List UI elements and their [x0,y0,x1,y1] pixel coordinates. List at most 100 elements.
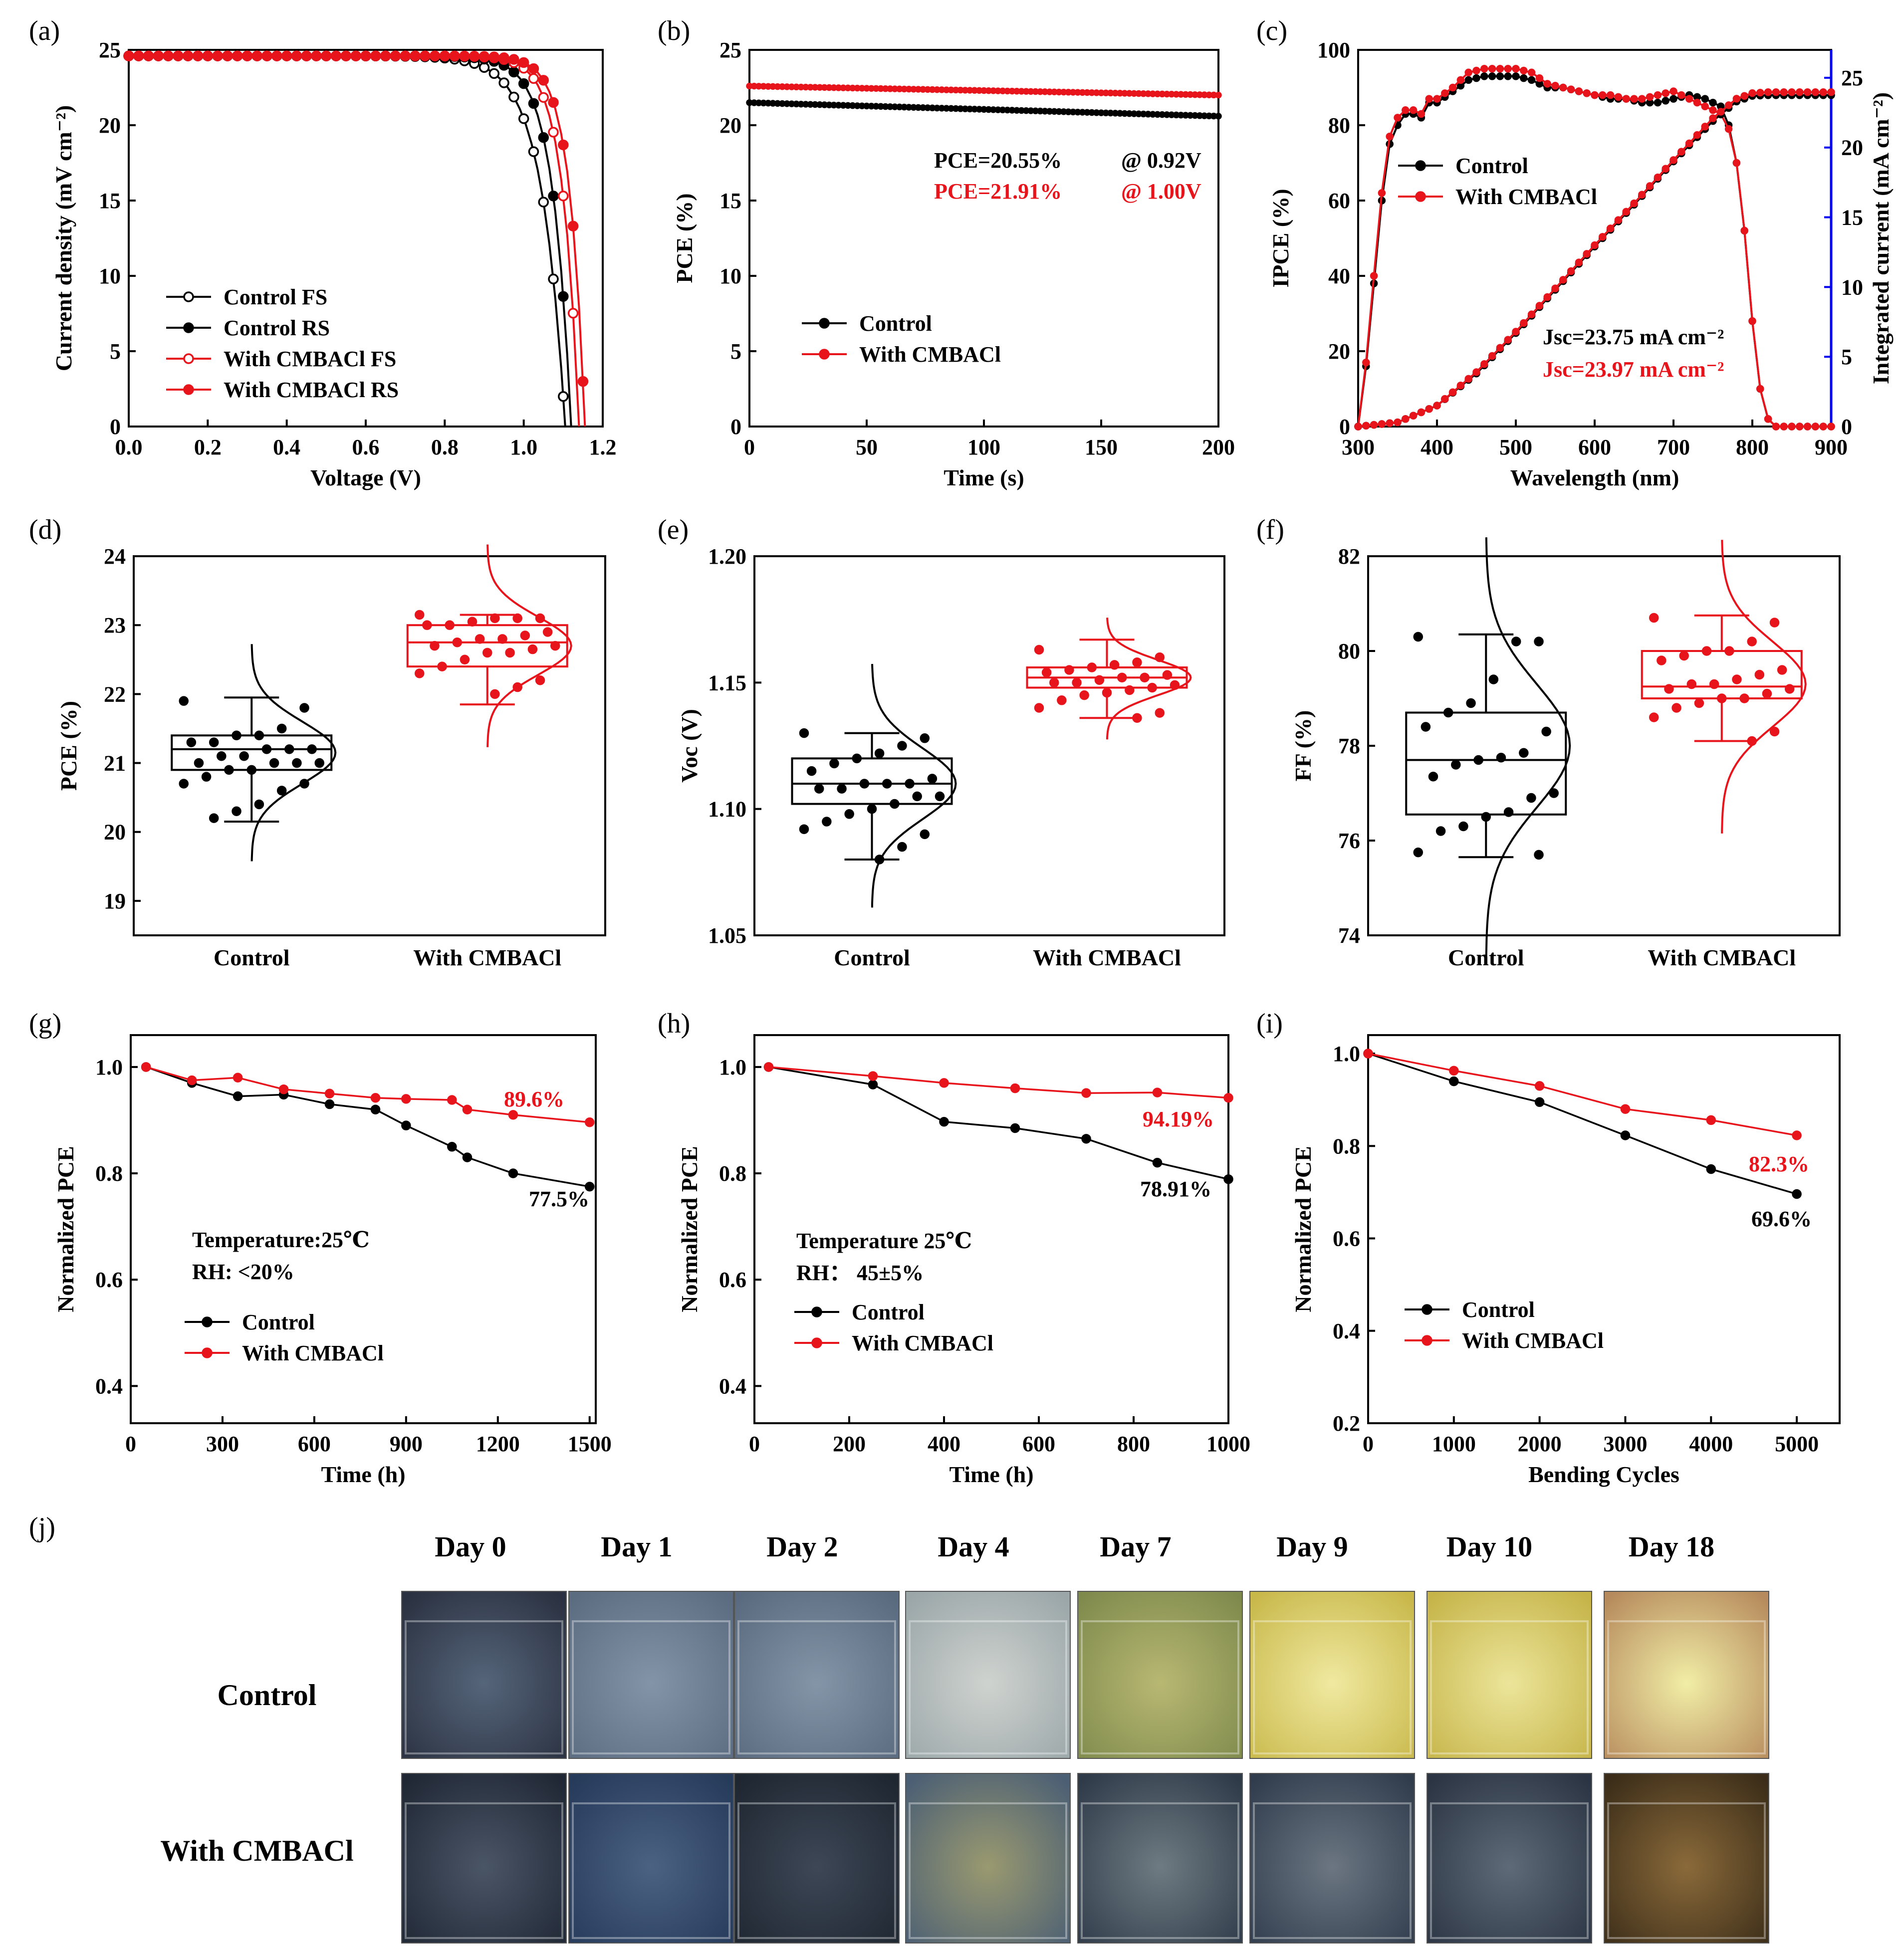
row-label-control: Control [218,1679,317,1712]
y-tick-label: 0.4 [1333,1319,1360,1343]
ipce-point [1701,102,1709,110]
ipce-point [1748,317,1756,325]
ipce-point [1496,72,1504,80]
device-photo-frame [572,1802,730,1939]
y-tick-label: 25 [719,38,741,62]
jv-point [420,50,431,61]
integrated-point [1709,114,1717,122]
box-point [935,791,945,802]
jv-point [449,50,460,61]
ipce-point [1693,98,1701,107]
annotation: @ 1.00V [1121,179,1201,204]
panel-label-c: (c) [1256,15,1287,46]
jv-point [350,50,361,61]
integrated-point [1638,191,1646,199]
ipce-point [1796,423,1804,431]
ipce-point [1756,385,1764,393]
stability-point [370,1093,381,1103]
panel-label-f: (f) [1256,514,1284,545]
y-tick-label: 0.2 [1333,1411,1360,1436]
stability-point [1706,1164,1716,1174]
x-tick-label: 5000 [1775,1432,1819,1456]
device-photo [1249,1773,1415,1944]
box-point [1072,677,1082,688]
jv-point [370,50,381,61]
integrated-point [1772,88,1780,96]
ipce-point [1488,72,1496,80]
box-point [276,723,287,734]
y2-tick-label: 25 [1841,66,1863,90]
ipce-point [1701,95,1709,103]
x-tick-label: 0.2 [194,435,222,459]
integrated-point [1425,405,1433,413]
x-tick-label: 600 [298,1432,331,1456]
jv-point [212,50,223,61]
x-category-label: Control [834,945,910,970]
jv-point [558,391,569,402]
ipce-point [1480,65,1488,73]
ipce-point [1606,91,1615,99]
device-photo [734,1773,900,1944]
device-photo-frame [1253,1802,1412,1939]
legend-entry: With CMBACl RS [224,378,399,402]
annotation: PCE=20.55% [934,148,1062,173]
integrated-point [1464,375,1472,383]
box-point [1170,680,1180,690]
y-tick-label: 0.4 [719,1374,746,1398]
box-point [542,627,553,637]
box-point [859,779,870,789]
integrated-point [1575,258,1583,266]
jv-point [232,50,243,61]
box-point [1132,713,1142,723]
stability-point [1152,1158,1163,1168]
y-tick-label: 0 [1339,415,1350,439]
box-point [1488,674,1499,684]
legend-entry: Control [859,311,932,336]
y-tick-label: 15 [99,189,121,213]
y-axis-label: Normalized PCE [1290,1146,1316,1312]
pce-point [1215,113,1222,120]
box-point [1473,755,1483,765]
box-point [927,774,938,784]
box-point [1102,687,1112,698]
box-point [844,809,854,819]
integrated-point [1472,368,1480,376]
distribution-curve [871,663,957,908]
y-tick-label: 82 [1338,544,1360,569]
stability-point [1449,1066,1459,1076]
jv-point [538,75,549,86]
device-photo [1604,1591,1769,1759]
annotation: 89.6% [504,1087,564,1111]
box-point [1769,726,1780,737]
legend-entry: Control [1462,1298,1535,1322]
integrated-point [1669,156,1677,164]
x-axis-label: Time (h) [949,1462,1033,1487]
ipce-point [1709,106,1717,114]
x-axis-label: Time (s) [944,465,1024,490]
box-point [1147,682,1157,693]
device-photo [1427,1773,1592,1944]
box-point [415,610,425,620]
jv-point [429,50,441,61]
box-point [1671,703,1681,713]
integrated-point [1456,382,1465,390]
plot-frame [753,555,1225,936]
jv-point [498,52,509,63]
box-point [186,737,197,747]
y2-tick-label: 20 [1841,136,1863,160]
integrated-point [1606,224,1615,232]
stability-point [1534,1081,1545,1091]
box-point [814,784,824,794]
box-point [232,806,241,817]
integrated-point [1764,88,1772,96]
y-tick-label: 1.0 [95,1055,123,1080]
jv-point [301,50,312,61]
box-point [1709,679,1719,689]
x-tick-label: 1.0 [510,435,537,459]
box-point [1049,677,1059,688]
device-photo-frame [1607,1620,1766,1754]
box-point [1481,812,1491,822]
x-tick-label: 4000 [1689,1432,1733,1456]
box-point [1064,665,1074,675]
